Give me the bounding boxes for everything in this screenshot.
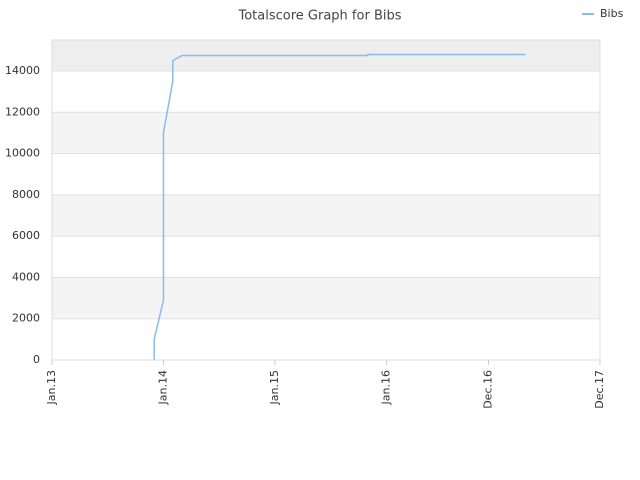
legend-label: Bibs [600, 7, 624, 20]
y-tick-label: 14000 [5, 64, 40, 77]
x-tick-label: Jan.13 [45, 370, 58, 405]
y-tick-label: 2000 [12, 312, 40, 325]
x-tick-label: Jan.15 [268, 370, 281, 405]
y-tick-label: 4000 [12, 270, 40, 283]
line [153, 53, 526, 360]
chart-title: Totalscore Graph for Bibs [238, 9, 402, 24]
x-tick-label: Jan.16 [379, 370, 392, 405]
y-tick-label: 0 [33, 353, 40, 366]
grid-band [52, 277, 600, 319]
x-tick-label: Jan.14 [156, 370, 169, 405]
grid-band [52, 194, 600, 237]
grid-band [52, 112, 600, 154]
y-tick-label: 6000 [12, 229, 40, 242]
y-tick-label: 8000 [12, 188, 40, 201]
plot-frame [51, 39, 601, 361]
x-tick-label: Dec.16 [482, 370, 495, 409]
y-tick-label: 10000 [5, 147, 40, 160]
y-tick-label: 12000 [5, 105, 40, 118]
x-tick-label: Dec.17 [593, 370, 606, 409]
